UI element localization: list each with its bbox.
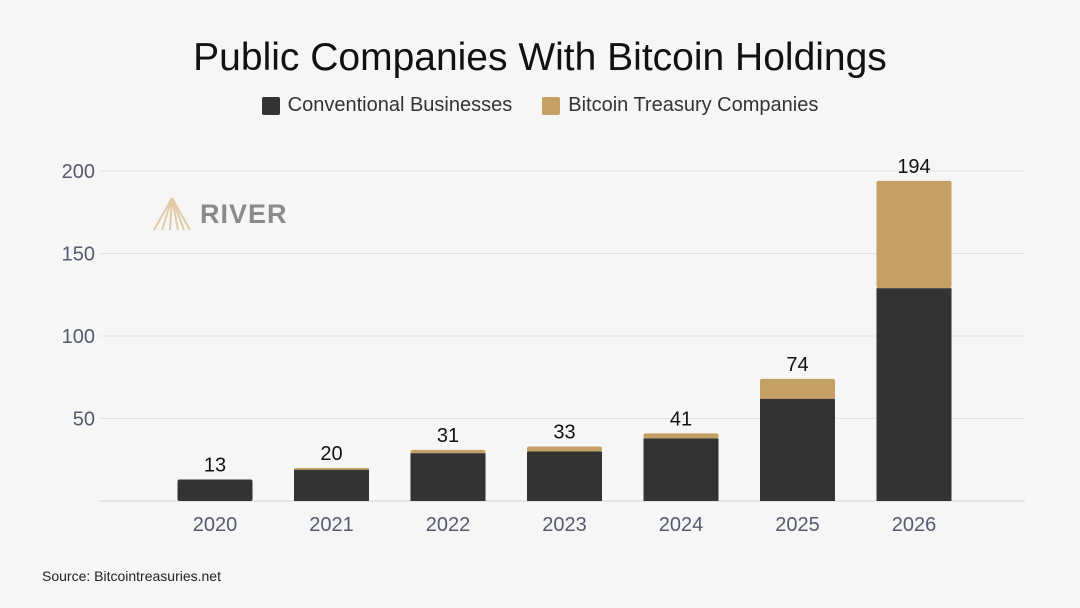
total-label: 33 bbox=[553, 422, 575, 444]
total-label: 194 bbox=[897, 156, 930, 178]
river-logo-icon bbox=[153, 197, 191, 231]
chart-title: Public Companies With Bitcoin Holdings bbox=[193, 36, 887, 79]
total-label: 13 bbox=[204, 455, 226, 477]
legend-item-conventional: Conventional Businesses bbox=[261, 94, 513, 117]
x-tick-label: 2026 bbox=[892, 514, 937, 536]
bar-segment-conventional bbox=[643, 438, 719, 501]
x-tick-label: 2023 bbox=[542, 514, 587, 536]
bar-segment-treasury bbox=[760, 378, 835, 399]
x-tick-label: 2020 bbox=[193, 514, 238, 536]
x-tick-label: 2024 bbox=[659, 514, 704, 536]
bar-segment-conventional bbox=[294, 469, 369, 501]
total-label: 74 bbox=[786, 354, 808, 376]
bar-segment-treasury bbox=[294, 468, 369, 470]
legend-swatch bbox=[542, 96, 561, 115]
total-label: 41 bbox=[670, 408, 692, 430]
bar-segment-treasury bbox=[643, 433, 719, 439]
bar-segment-conventional bbox=[760, 398, 835, 501]
bar-segment-conventional bbox=[177, 479, 253, 501]
legend-label: Bitcoin Treasury Companies bbox=[568, 94, 819, 116]
bar-segment-treasury bbox=[527, 446, 602, 452]
x-tick-label: 2022 bbox=[426, 514, 471, 536]
y-tick-label: 100 bbox=[62, 326, 95, 348]
legend: Conventional Businesses Bitcoin Treasury… bbox=[0, 94, 1080, 117]
watermark-text: RIVER bbox=[200, 198, 288, 229]
legend-label: Conventional Businesses bbox=[287, 94, 513, 116]
y-tick-label: 50 bbox=[73, 409, 95, 431]
y-tick-label: 150 bbox=[62, 244, 95, 266]
source-note: Source: Bitcointreasuries.net bbox=[42, 568, 221, 584]
legend-swatch bbox=[261, 96, 280, 115]
bar-segment-conventional bbox=[527, 451, 602, 501]
total-label: 20 bbox=[320, 443, 342, 465]
bar-segment-conventional bbox=[410, 453, 486, 501]
bar-segment-conventional bbox=[876, 288, 952, 501]
bar-segment-treasury bbox=[876, 180, 952, 289]
total-label: 31 bbox=[437, 425, 459, 447]
legend-item-treasury: Bitcoin Treasury Companies bbox=[542, 94, 818, 117]
river-logo: RIVER bbox=[152, 196, 288, 232]
x-tick-label: 2025 bbox=[775, 514, 820, 536]
x-tick-label: 2021 bbox=[309, 514, 354, 536]
y-tick-label: 200 bbox=[62, 161, 95, 183]
bar-segment-treasury bbox=[410, 449, 486, 454]
